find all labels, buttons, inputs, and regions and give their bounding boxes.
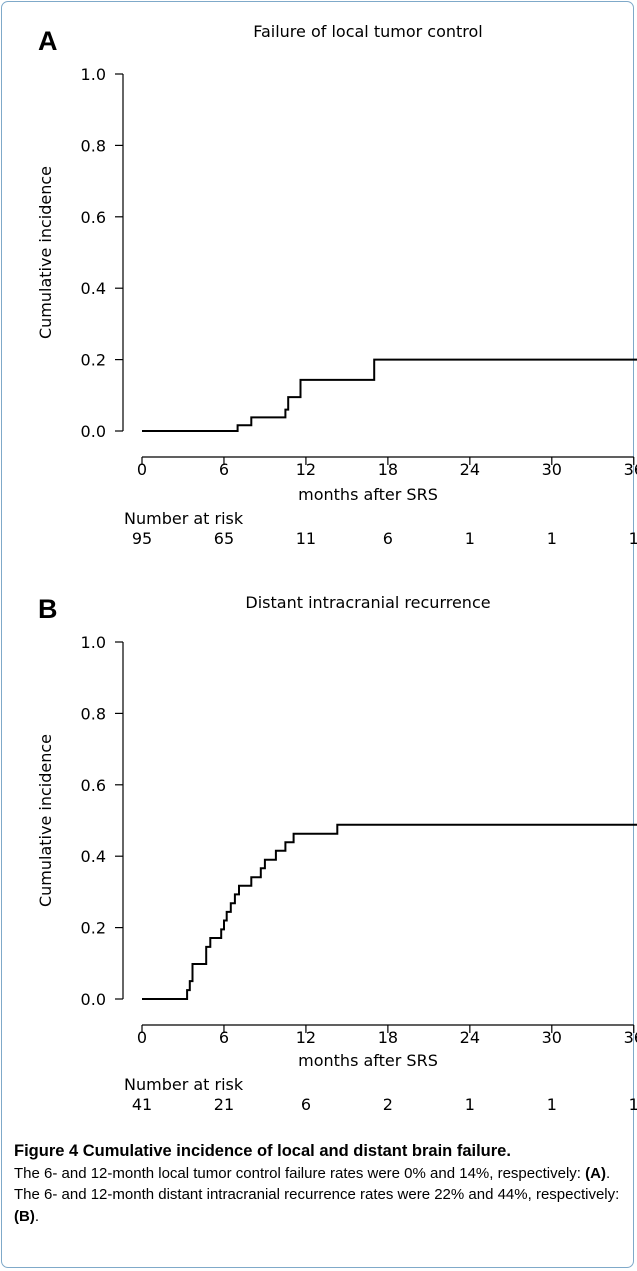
caption-ref-a: (A) bbox=[585, 1164, 606, 1182]
y-tick-label: 0.0 bbox=[81, 422, 106, 441]
caption-text-mid: . The 6- and 12-month distant intracrani… bbox=[14, 1164, 620, 1204]
incidence-curve bbox=[142, 358, 637, 432]
risk-table-value: 1 bbox=[465, 1095, 475, 1114]
panel-b: B Distant intracranial recurrence 0.0 0.2 0.… bbox=[36, 593, 637, 1114]
risk-table-value: 65 bbox=[214, 529, 234, 548]
x-axis-label: months after SRS bbox=[298, 1051, 438, 1070]
y-tick-label: 0.8 bbox=[81, 704, 106, 723]
chart-title: Failure of local tumor control bbox=[253, 22, 483, 41]
y-axis-label: Cumulative incidence bbox=[36, 166, 55, 339]
x-tick-label: 12 bbox=[296, 460, 316, 479]
x-axis-label: months after SRS bbox=[298, 485, 438, 504]
x-tick-label: 6 bbox=[219, 460, 229, 479]
panel-label: A bbox=[38, 26, 58, 56]
y-tick-label: 0.4 bbox=[81, 279, 106, 298]
x-tick-label: 6 bbox=[219, 1028, 229, 1047]
panel-a: A Failure of local tumor control 0.0 0.2 0.4… bbox=[36, 22, 637, 548]
x-tick-label: 24 bbox=[460, 1028, 480, 1047]
y-axis-label: Cumulative incidence bbox=[36, 734, 55, 907]
risk-table-value: 95 bbox=[132, 529, 152, 548]
risk-table-value: 2 bbox=[383, 1095, 393, 1114]
x-tick-label: 12 bbox=[296, 1028, 316, 1047]
figure-canvas: A Failure of local tumor control 0.0 0.2 0.4… bbox=[36, 22, 637, 1114]
x-tick-label: 18 bbox=[378, 460, 398, 479]
risk-table-value: 6 bbox=[301, 1095, 311, 1114]
y-tick-label: 0.6 bbox=[81, 208, 106, 227]
risk-table-value: 6 bbox=[383, 529, 393, 548]
caption-text-end: . bbox=[34, 1207, 39, 1225]
chart-title: Distant intracranial recurrence bbox=[245, 593, 490, 612]
y-tick-label: 1.0 bbox=[81, 65, 106, 84]
panel-label: B bbox=[38, 594, 58, 624]
risk-table-value: 41 bbox=[132, 1095, 152, 1114]
x-tick-label: 36 bbox=[624, 1028, 637, 1047]
caption-ref-b: (B) bbox=[14, 1207, 35, 1225]
x-tick-label: 36 bbox=[624, 460, 637, 479]
risk-table-label: Number at risk bbox=[124, 1075, 244, 1094]
risk-table-value: 11 bbox=[296, 529, 316, 548]
risk-table-value: 1 bbox=[465, 529, 475, 548]
risk-table-value: 21 bbox=[214, 1095, 234, 1114]
x-tick-label: 30 bbox=[542, 1028, 562, 1047]
caption-title: Figure 4 Cumulative incidence of local a… bbox=[14, 1142, 511, 1160]
caption-text-a: The 6- and 12-month local tumor control … bbox=[14, 1164, 586, 1182]
incidence-curve bbox=[142, 823, 637, 1000]
risk-table-value: 1 bbox=[547, 1095, 557, 1114]
risk-table-value: 1 bbox=[547, 529, 557, 548]
x-tick-label: 0 bbox=[137, 460, 147, 479]
figure-caption: Figure 4 Cumulative incidence of local a… bbox=[14, 1141, 624, 1227]
x-tick-label: 0 bbox=[137, 1028, 147, 1047]
x-tick-label: 24 bbox=[460, 460, 480, 479]
y-tick-label: 0.4 bbox=[81, 847, 106, 866]
risk-table-value: 1 bbox=[629, 529, 637, 548]
risk-table-value: 1 bbox=[629, 1095, 637, 1114]
y-tick-label: 0.0 bbox=[81, 990, 106, 1009]
x-tick-label: 30 bbox=[542, 460, 562, 479]
y-tick-label: 0.2 bbox=[81, 351, 106, 370]
risk-table-label: Number at risk bbox=[124, 509, 244, 528]
x-tick-label: 18 bbox=[378, 1028, 398, 1047]
y-tick-label: 0.2 bbox=[81, 919, 106, 938]
y-tick-label: 0.8 bbox=[81, 136, 106, 155]
y-tick-label: 1.0 bbox=[81, 633, 106, 652]
y-tick-label: 0.6 bbox=[81, 776, 106, 795]
